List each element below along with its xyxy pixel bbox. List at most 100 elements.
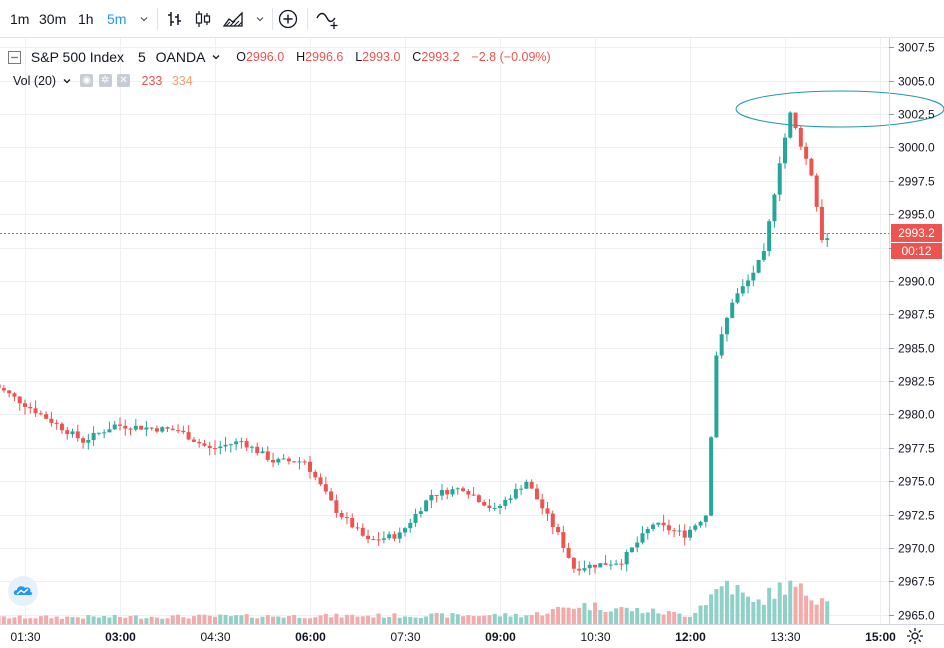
- candle-body: [487, 505, 492, 509]
- eye-icon[interactable]: ◉: [80, 74, 94, 88]
- candle-body: [798, 127, 803, 147]
- volume-bar: [207, 615, 212, 624]
- price-axis[interactable]: 2965.0 2967.5 2970.0 2972.5 2975.0 2977.5 2980…: [889, 41, 935, 623]
- candlestick-icon[interactable]: [193, 9, 213, 29]
- volume-bar: [651, 608, 656, 624]
- interval-30m[interactable]: 30m: [39, 11, 67, 27]
- volume-legend: Vol (20) ◉ ✲ ✕ 233 334: [13, 73, 193, 91]
- volume-bar: [730, 594, 735, 624]
- bar-chart-icon[interactable]: [165, 9, 185, 29]
- volume-bar: [318, 615, 323, 624]
- volume-bar: [59, 618, 64, 624]
- price-tick-label: 3007.5: [898, 41, 935, 55]
- chevron-down-icon[interactable]: [140, 15, 148, 23]
- volume-bar: [186, 618, 191, 624]
- volume-bar: [297, 617, 302, 624]
- volume-bar: [529, 615, 534, 624]
- volume-bar: [12, 617, 17, 624]
- volume-bar: [809, 600, 814, 624]
- candle-body: [202, 443, 207, 446]
- candle-body: [709, 437, 714, 516]
- candle-body: [703, 515, 708, 522]
- area-chart-icon[interactable]: [223, 9, 243, 29]
- volume-bar: [133, 615, 138, 624]
- volume-bar: [455, 614, 460, 624]
- volume-bar: [677, 613, 682, 624]
- price-tick-label: 2987.5: [898, 308, 935, 322]
- candle-body: [682, 530, 687, 538]
- tradingview-logo[interactable]: [8, 576, 38, 606]
- volume-bar: [244, 614, 249, 624]
- gear-icon[interactable]: [905, 626, 925, 646]
- candle-body: [297, 461, 302, 463]
- interval-1m[interactable]: 1m: [10, 11, 30, 27]
- volume-bar: [798, 583, 803, 624]
- candle-body: [482, 501, 487, 506]
- volume-bar: [144, 618, 149, 624]
- countdown-badge: 00:12: [891, 243, 942, 259]
- volume-bar: [445, 617, 450, 624]
- volume-bar: [545, 613, 550, 624]
- volume-bar: [387, 616, 392, 624]
- volume-bar: [165, 618, 170, 624]
- candle-body: [144, 427, 149, 430]
- time-axis[interactable]: 01:30 03:00 04:30 06:00 07:30 09:00 10:30 12:00…: [10, 630, 896, 644]
- volume-bar: [344, 614, 349, 624]
- symbol-interval: 5: [137, 49, 146, 66]
- candle-body: [44, 414, 49, 419]
- volume-bar: [81, 618, 86, 624]
- volume-bar: [33, 618, 38, 624]
- price-tick-label: 2985.0: [898, 342, 935, 356]
- chevron-down-icon[interactable]: [212, 53, 220, 61]
- candle-body: [360, 527, 365, 536]
- candle-body: [223, 444, 228, 447]
- annotation-ellipse[interactable]: [735, 90, 944, 128]
- volume-bar: [719, 586, 724, 624]
- candle-body: [350, 517, 355, 528]
- candle-body: [545, 508, 550, 514]
- interval-1h[interactable]: 1h: [78, 11, 94, 27]
- candle-body: [292, 461, 297, 463]
- volume-bar: [614, 608, 619, 624]
- candle-body: [234, 441, 239, 445]
- candle-body: [529, 481, 534, 489]
- candle-body: [492, 507, 497, 509]
- volume-bar: [587, 610, 592, 624]
- candle-body: [672, 530, 677, 532]
- toolbar-separator: [307, 8, 308, 30]
- candle-body: [191, 439, 196, 442]
- chevron-down-icon[interactable]: [256, 15, 264, 23]
- candle-body: [244, 441, 249, 448]
- volume-bar: [191, 616, 196, 624]
- volume-bar: [666, 611, 671, 624]
- volume-bar: [461, 616, 466, 624]
- volume-bar: [788, 580, 793, 624]
- candle-body: [54, 422, 59, 424]
- candle-body: [434, 494, 439, 496]
- symbol-name[interactable]: S&P 500 Index: [30, 49, 125, 66]
- add-indicator-icon[interactable]: [278, 9, 298, 29]
- volume-bar: [777, 582, 782, 624]
- price-tick-label: 2982.5: [898, 375, 935, 389]
- cloud-icon: [13, 586, 33, 595]
- candle-body: [730, 302, 735, 318]
- compare-icon[interactable]: [316, 9, 340, 29]
- chevron-down-icon[interactable]: [63, 77, 71, 85]
- volume-bar: [292, 614, 297, 624]
- close-icon[interactable]: ✕: [117, 74, 131, 88]
- volume-bar: [218, 614, 223, 624]
- candle-body: [688, 529, 692, 538]
- interval-5m[interactable]: 5m: [107, 11, 127, 27]
- price-tick-label: 2972.5: [898, 509, 935, 523]
- volume-label[interactable]: Vol (20): [13, 73, 57, 88]
- collapse-icon[interactable]: [8, 50, 21, 64]
- volume-bar: [550, 609, 555, 624]
- settings-icon[interactable]: ✲: [98, 74, 112, 88]
- volume-bar: [608, 611, 613, 624]
- volume-bar: [561, 607, 566, 624]
- price-tick-label: 2970.0: [898, 542, 935, 556]
- volume-bar: [534, 612, 539, 624]
- volume-bar: [635, 608, 640, 624]
- candle-body: [466, 491, 471, 495]
